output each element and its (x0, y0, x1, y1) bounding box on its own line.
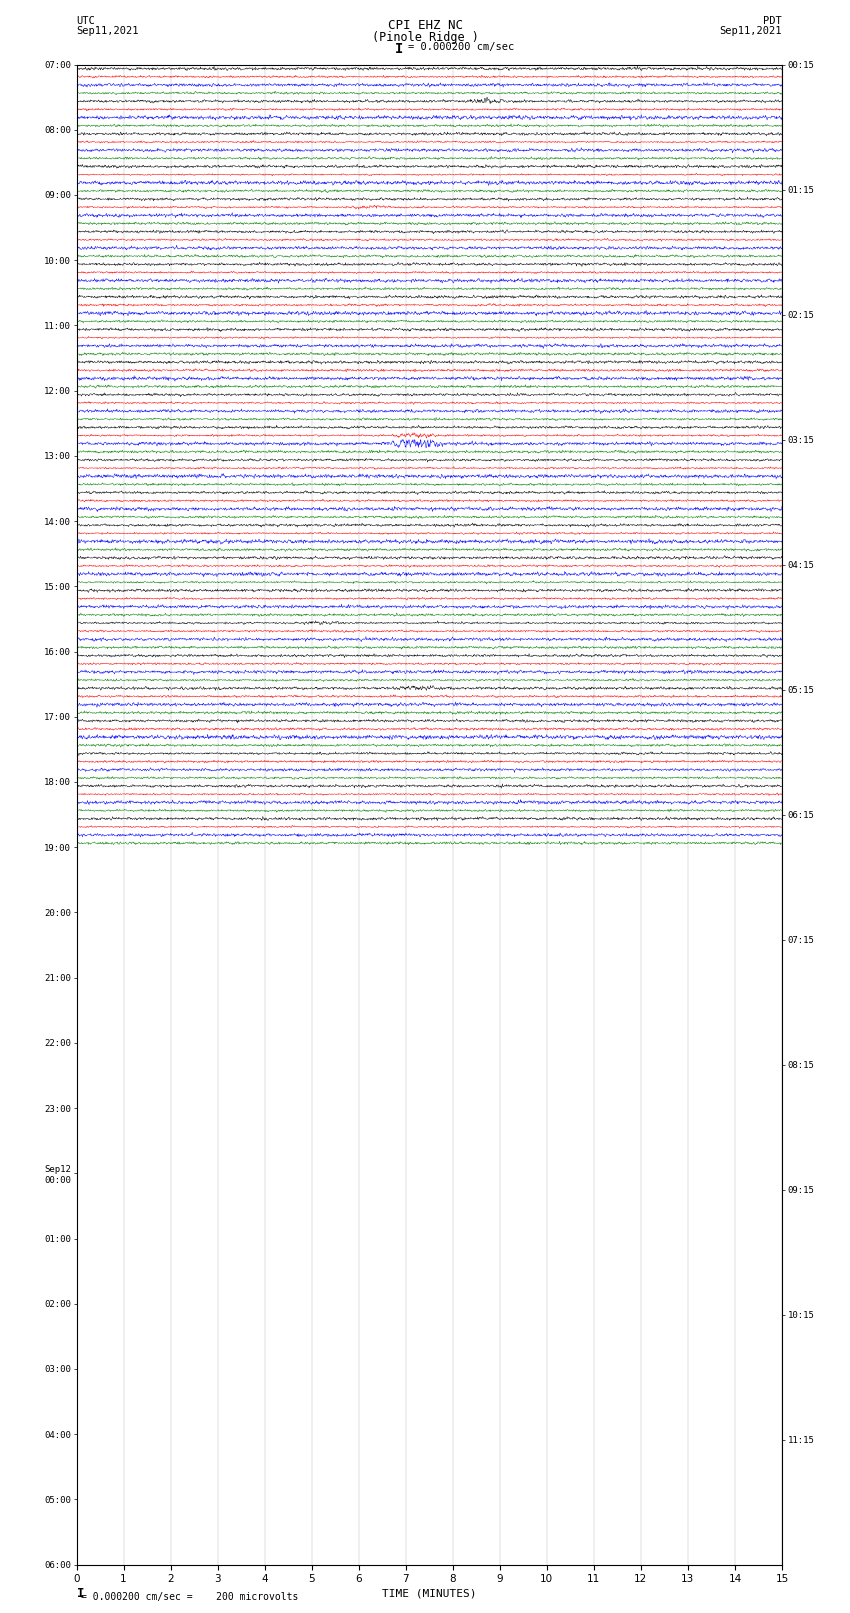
Text: I: I (76, 1587, 84, 1600)
X-axis label: TIME (MINUTES): TIME (MINUTES) (382, 1589, 477, 1598)
Text: = 0.000200 cm/sec: = 0.000200 cm/sec (408, 42, 514, 52)
Text: Sep11,2021: Sep11,2021 (76, 26, 139, 35)
Text: I: I (395, 42, 404, 56)
Text: CPI EHZ NC: CPI EHZ NC (388, 19, 462, 32)
Text: Sep11,2021: Sep11,2021 (719, 26, 782, 35)
Text: PDT: PDT (763, 16, 782, 26)
Text: (Pinole Ridge ): (Pinole Ridge ) (371, 31, 479, 44)
Text: = 0.000200 cm/sec =    200 microvolts: = 0.000200 cm/sec = 200 microvolts (81, 1592, 298, 1602)
Text: UTC: UTC (76, 16, 95, 26)
